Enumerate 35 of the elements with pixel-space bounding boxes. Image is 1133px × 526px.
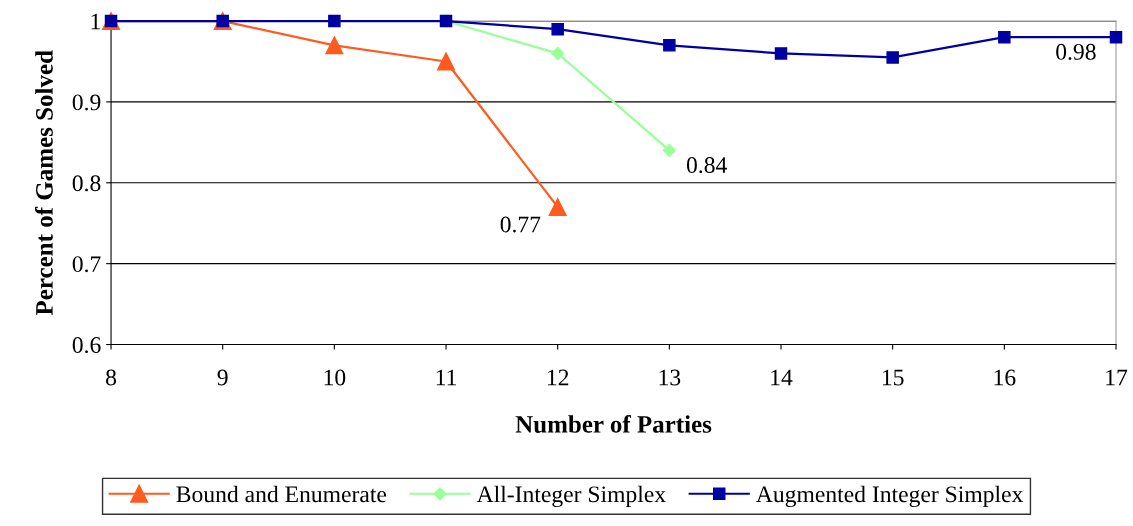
y-tick-label: 1 <box>91 13 100 30</box>
x-tick-label: 8 <box>106 369 117 386</box>
legend-label: Augmented Integer Simplex <box>756 485 1024 508</box>
point <box>663 39 676 52</box>
point <box>1109 30 1123 44</box>
x-axis-title: Number of Parties <box>515 414 712 433</box>
y-tick-label: 0.7 <box>72 256 101 273</box>
legend-label: Bound and Enumerate <box>176 485 387 503</box>
point <box>325 36 344 55</box>
point <box>551 46 565 60</box>
x-tick-label: 15 <box>882 369 904 386</box>
y-axis-title: Percent of Games Solved <box>34 50 53 316</box>
point <box>886 51 899 64</box>
y-tick-label: 0.8 <box>72 175 101 192</box>
x-tick-label: 13 <box>659 369 681 386</box>
x-tick-label: 9 <box>217 369 228 386</box>
x-tick-label: 17 <box>1106 369 1128 386</box>
x-tick-label: 16 <box>994 369 1016 386</box>
x-tick-label: 14 <box>771 369 793 386</box>
annotation: 0.84 <box>686 157 727 174</box>
point <box>774 47 788 60</box>
point <box>548 198 567 217</box>
annotation: 0.77 <box>500 216 541 233</box>
x-tick-label: 12 <box>547 369 569 386</box>
point <box>328 14 341 28</box>
annotation: 0.98 <box>1056 43 1096 60</box>
x-tick-label: 10 <box>324 369 346 386</box>
point <box>998 30 1011 44</box>
x-tick-label: 11 <box>436 369 456 386</box>
point <box>551 22 564 36</box>
y-tick-label: 0.6 <box>72 337 101 354</box>
point <box>662 143 676 158</box>
legend-label: All-Integer Simplex <box>476 485 666 508</box>
y-tick-label: 0.9 <box>72 94 101 111</box>
point <box>436 52 456 71</box>
